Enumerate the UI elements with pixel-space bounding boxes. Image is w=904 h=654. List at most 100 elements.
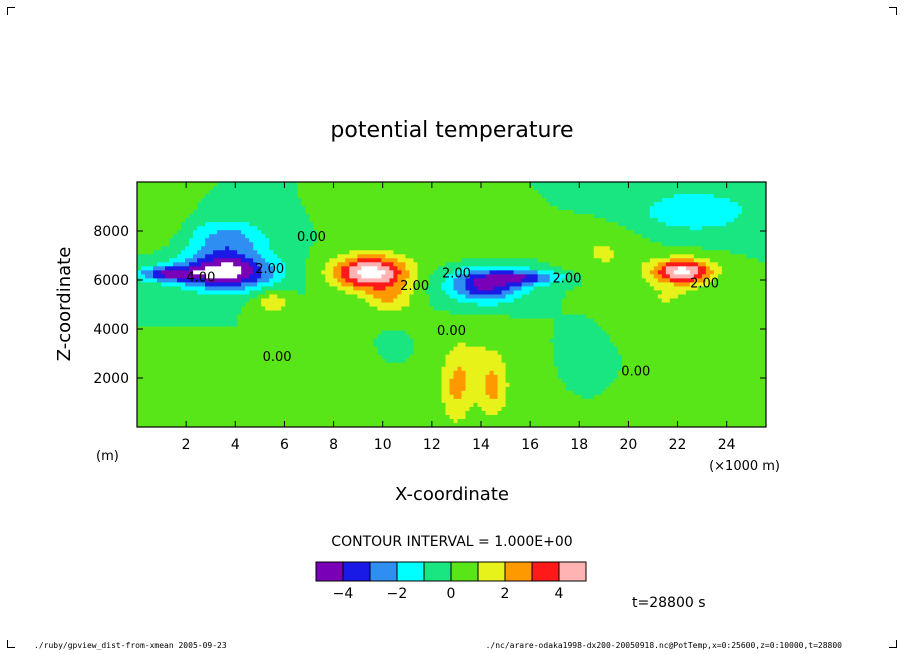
contour-cell: [341, 298, 346, 304]
contour-cell: [573, 214, 579, 219]
contour-cell: [389, 202, 395, 207]
contour-cell: [685, 286, 691, 292]
contour-cell: [677, 210, 683, 215]
contour-cell: [297, 294, 302, 300]
contour-cell: [429, 186, 435, 191]
contour-cell: [485, 230, 491, 235]
contour-cell: [349, 306, 354, 312]
contour-cell: [265, 286, 270, 292]
contour-cell: [361, 214, 366, 219]
contour-cell: [221, 282, 226, 288]
contour-cell: [441, 230, 447, 235]
contour-cell: [505, 230, 511, 235]
contour-cell: [441, 186, 447, 191]
contour-cell: [345, 218, 350, 223]
contour-cell: [149, 266, 154, 271]
contour-cell: [685, 194, 691, 199]
contour-cell: [737, 298, 743, 304]
contour-cell: [533, 194, 539, 199]
contour-cell: [209, 190, 214, 195]
contour-cell: [665, 298, 671, 304]
contour-cell: [713, 278, 719, 284]
contour-cell: [441, 254, 447, 259]
contour-cell: [329, 290, 334, 296]
contour-cell: [513, 202, 519, 207]
contour-cell: [265, 194, 270, 199]
contour-cell: [637, 230, 643, 235]
contour-cell: [333, 194, 338, 199]
contour-cell: [477, 206, 483, 211]
contour-cell: [525, 198, 531, 203]
contour-cell: [517, 298, 523, 304]
contour-cell: [217, 190, 222, 195]
contour-cell: [421, 242, 427, 247]
contour-cell: [569, 298, 575, 304]
contour-cell: [225, 262, 230, 267]
contour-cell: [553, 242, 559, 247]
contour-cell: [233, 198, 238, 203]
contour-cell: [493, 282, 499, 288]
contour-cell: [289, 270, 294, 275]
contour-cell: [641, 294, 647, 300]
contour-cell: [529, 298, 535, 304]
contour-cell: [521, 222, 527, 227]
contour-cell: [485, 194, 491, 199]
contour-cell: [645, 242, 651, 247]
contour-cell: [301, 242, 306, 247]
contour-cell: [185, 226, 190, 231]
contour-cell: [761, 242, 766, 247]
contour-cell: [705, 210, 711, 215]
contour-cell: [537, 306, 543, 312]
contour-cell: [645, 262, 651, 267]
contour-cell: [493, 186, 499, 191]
contour-cell: [365, 282, 370, 288]
contour-cell: [277, 194, 282, 199]
contour-cell: [425, 198, 431, 203]
contour-cell: [521, 186, 527, 191]
contour-cell: [141, 258, 146, 263]
contour-cell: [761, 238, 766, 243]
contour-cell: [461, 238, 467, 243]
contour-cell: [233, 222, 238, 227]
contour-cell: [501, 238, 507, 243]
contour-cell: [237, 286, 242, 292]
contour-cell: [449, 210, 455, 215]
contour-cell: [473, 202, 479, 207]
contour-cell: [613, 278, 619, 284]
contour-cell: [357, 282, 362, 288]
contour-cell: [489, 190, 495, 195]
contour-cell: [149, 294, 154, 300]
contour-cell: [745, 194, 751, 199]
contour-cell: [645, 258, 651, 263]
contour-cell: [613, 306, 619, 312]
contour-cell: [629, 306, 635, 312]
contour-cell: [529, 246, 535, 251]
contour-cell: [321, 282, 326, 288]
contour-cell: [405, 190, 411, 195]
contour-cell: [249, 190, 254, 195]
contour-cell: [517, 186, 523, 191]
contour-cell: [253, 210, 258, 215]
contour-cell: [533, 266, 539, 271]
contour-cell: [277, 238, 282, 243]
contour-cell: [449, 198, 455, 203]
contour-cell: [721, 182, 727, 187]
contour-cell: [389, 230, 395, 235]
contour-cell: [269, 254, 274, 259]
contour-cell: [257, 254, 262, 259]
contour-cell: [717, 302, 723, 308]
contour-cell: [653, 194, 659, 199]
contour-cell: [249, 266, 254, 271]
contour-cell: [245, 278, 250, 284]
contour-cell: [581, 278, 587, 284]
contour-cell: [513, 194, 519, 199]
contour-cell: [517, 274, 523, 279]
contour-cell: [321, 254, 326, 259]
contour-cell: [145, 214, 150, 219]
contour-cell: [573, 226, 579, 231]
contour-cell: [453, 302, 459, 308]
contour-cell: [377, 302, 382, 308]
contour-cell: [761, 182, 766, 187]
contour-cell: [349, 266, 354, 271]
contour-cell: [537, 202, 543, 207]
